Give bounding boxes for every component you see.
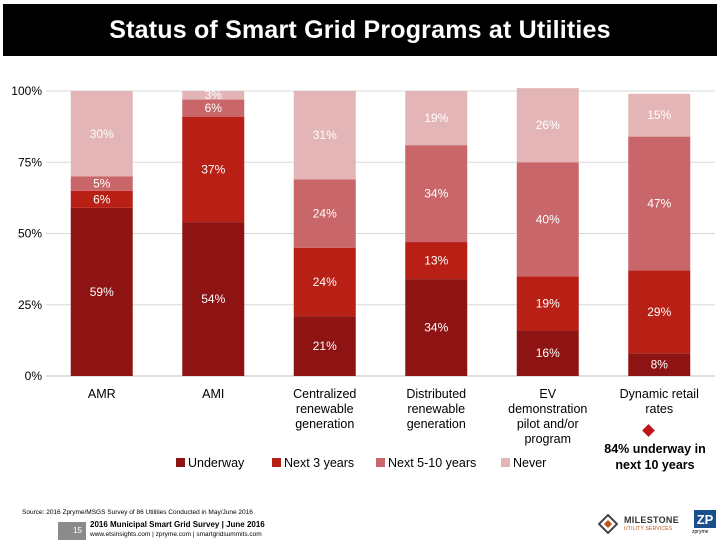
bar-segment <box>405 91 468 146</box>
data-label: 13% <box>424 254 448 268</box>
data-label: 19% <box>424 111 448 125</box>
milestone-logo: MILESTONE UTILITY SERVICES <box>598 512 688 536</box>
bar-segment <box>293 247 356 317</box>
x-tick-label: EV <box>539 387 556 401</box>
x-tick-label: Centralized <box>293 387 356 401</box>
x-tick-label: Dynamic retail <box>620 387 699 401</box>
bar-segment <box>628 353 691 376</box>
y-tick-label: 25% <box>18 298 42 312</box>
diamond-icon <box>641 424 655 437</box>
bar-segment <box>293 91 356 180</box>
x-tick-label: AMI <box>202 387 224 401</box>
y-tick-label: 100% <box>11 84 42 98</box>
footer-text: 2016 Municipal Smart Grid Survey | June … <box>90 520 265 539</box>
data-label: 3% <box>205 88 223 102</box>
data-label: 19% <box>536 296 560 310</box>
legend-label: Never <box>513 456 546 470</box>
data-label: 5% <box>93 177 111 191</box>
bar-segment <box>405 145 468 243</box>
bar-segment <box>516 88 579 163</box>
x-tick-label: Distributed <box>406 387 466 401</box>
x-tick-label: rates <box>645 402 673 416</box>
bar-segment <box>182 222 245 376</box>
bar-segment <box>182 99 245 117</box>
data-label: 24% <box>313 207 337 221</box>
callout: 84% underway in next 10 years <box>588 424 720 473</box>
data-label: 29% <box>647 305 671 319</box>
x-tick-label: AMR <box>88 387 116 401</box>
zpryme-logo: ZP zpryme <box>692 509 718 537</box>
data-label: 34% <box>424 321 448 335</box>
y-tick-label: 75% <box>18 155 42 169</box>
bar-segment <box>70 207 133 376</box>
data-label: 8% <box>651 358 669 372</box>
data-label: 16% <box>536 346 560 360</box>
legend-label: Next 5-10 years <box>388 456 476 470</box>
data-label: 6% <box>93 192 111 206</box>
data-label: 59% <box>90 285 114 299</box>
legend-swatch <box>376 458 385 467</box>
bar-segment <box>182 91 245 100</box>
x-tick-label: renewable <box>407 402 465 416</box>
legend-label: Underway <box>188 456 245 470</box>
legend-label: Next 3 years <box>284 456 354 470</box>
data-label: 37% <box>201 162 225 176</box>
zpryme-mark-icon: ZP <box>694 510 716 528</box>
bar-segment <box>628 270 691 354</box>
footer-survey-title: 2016 Municipal Smart Grid Survey | June … <box>90 520 265 529</box>
y-tick-label: 0% <box>25 369 43 383</box>
bar-segment <box>293 179 356 248</box>
x-tick-label: generation <box>295 417 354 431</box>
legend-swatch <box>176 458 185 467</box>
data-label: 15% <box>647 108 671 122</box>
bar-segment <box>628 136 691 271</box>
data-label: 31% <box>313 128 337 142</box>
legend-swatch <box>272 458 281 467</box>
bar-segment <box>405 279 468 376</box>
legend-swatch <box>501 458 510 467</box>
title-bar: Status of Smart Grid Programs at Utiliti… <box>3 4 717 56</box>
bar-segment <box>70 176 133 191</box>
data-label: 54% <box>201 292 225 306</box>
data-label: 6% <box>205 101 223 115</box>
bar-segment <box>293 316 356 376</box>
bar-segment <box>405 242 468 280</box>
svg-text:ZP: ZP <box>697 512 714 527</box>
x-tick-label: program <box>524 432 571 446</box>
x-tick-label: demonstration <box>508 402 587 416</box>
callout-line-1: 84% underway in <box>604 442 706 456</box>
x-tick-label: generation <box>407 417 466 431</box>
bar-segment <box>516 276 579 331</box>
stacked-bar-chart: 0%25%50%75%100%59%6%5%30%AMR54%37%6%3%AM… <box>11 84 715 470</box>
callout-line-2: next 10 years <box>615 458 695 472</box>
y-tick-label: 50% <box>18 227 42 241</box>
milestone-logo-subtext: UTILITY SERVICES <box>624 526 673 532</box>
page-title: Status of Smart Grid Programs at Utiliti… <box>109 15 611 44</box>
data-label: 24% <box>313 275 337 289</box>
zpryme-logo-text: zpryme <box>692 529 709 535</box>
bar-segment <box>70 190 133 208</box>
data-label: 34% <box>424 187 448 201</box>
bar-segment <box>628 93 691 137</box>
data-label: 21% <box>313 339 337 353</box>
data-label: 40% <box>536 212 560 226</box>
page-number: 15 <box>58 522 86 540</box>
bar-segment <box>516 330 579 376</box>
bar-segment <box>182 116 245 223</box>
bar-segment <box>516 162 579 277</box>
data-label: 26% <box>536 118 560 132</box>
x-tick-label: pilot and/or <box>517 417 579 431</box>
milestone-mark-icon <box>598 514 618 534</box>
milestone-logo-text: MILESTONE <box>624 515 680 525</box>
footer-links: www.etsinsights.com | zpryme.com | smart… <box>90 531 262 538</box>
source-note: Source: 2016 Zpryme/MSGS Survey of 86 Ut… <box>22 509 253 516</box>
bar-segment <box>70 91 133 177</box>
x-tick-label: renewable <box>296 402 354 416</box>
data-label: 47% <box>647 197 671 211</box>
data-label: 30% <box>90 127 114 141</box>
